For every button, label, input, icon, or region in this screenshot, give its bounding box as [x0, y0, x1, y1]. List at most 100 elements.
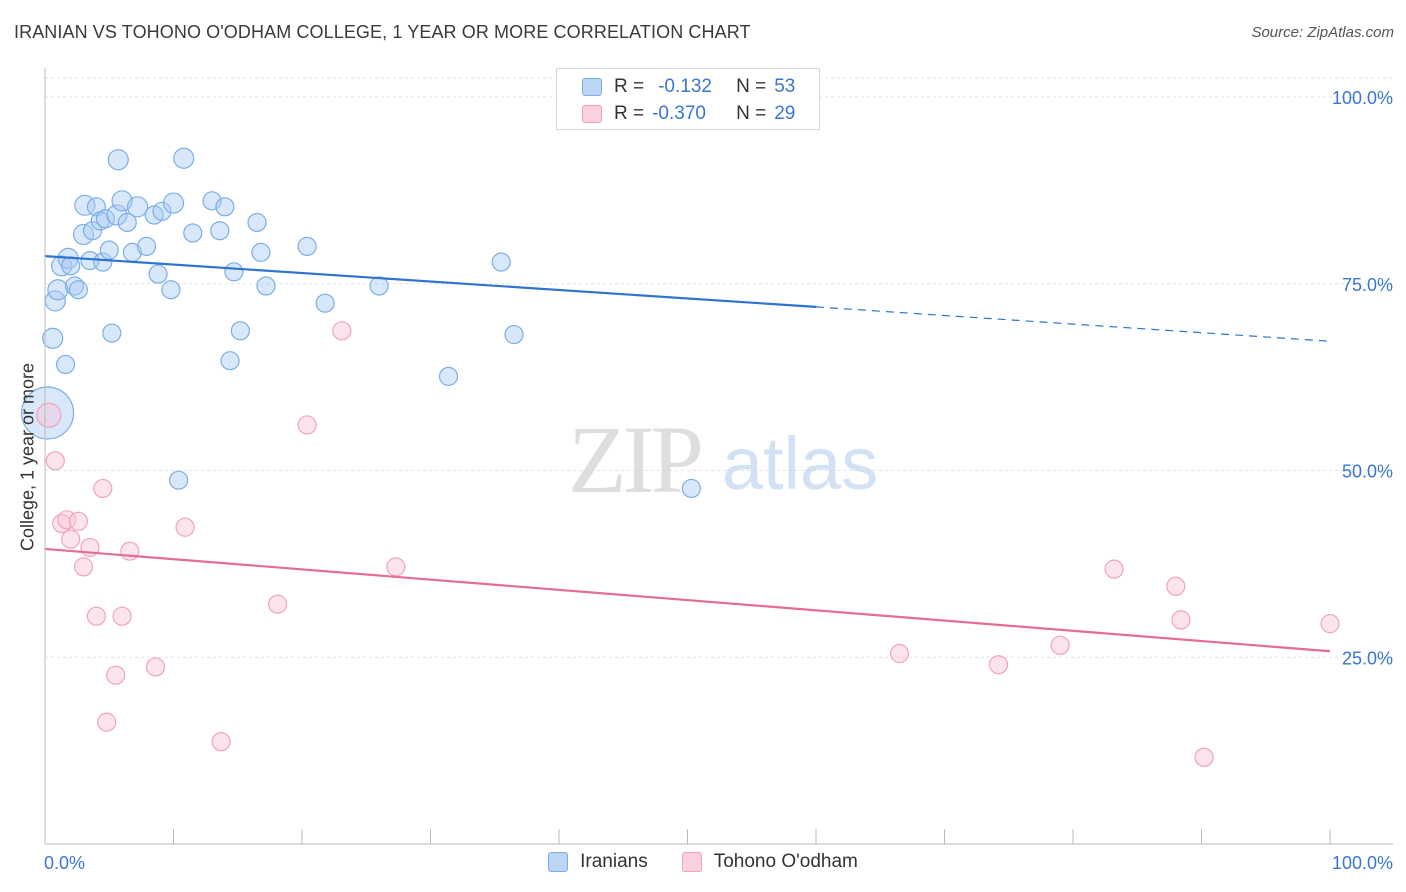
- point-iranians: [95, 209, 115, 229]
- legend-item-iranians[interactable]: Iranians: [548, 851, 648, 873]
- point-iranians: [210, 221, 230, 241]
- point-iranians: [247, 212, 267, 233]
- point-iranians: [438, 366, 459, 386]
- point-iranians: [20, 386, 75, 440]
- legend-swatch-tohono: [681, 852, 702, 872]
- point-iranians: [161, 280, 181, 300]
- watermark-atlas: atlas: [722, 422, 878, 505]
- point-iranians: [93, 252, 113, 272]
- point-iranians: [169, 470, 189, 490]
- point-iranians: [99, 240, 119, 260]
- point-iranians: [504, 324, 524, 345]
- source-label: Source: ZipAtlas.com: [1251, 24, 1394, 41]
- point-iranians: [42, 327, 64, 349]
- trendline-tohono: [44, 547, 1331, 653]
- stats-n-label: N =: [736, 75, 767, 97]
- y-tick-label: 100.0%: [1332, 88, 1393, 108]
- point-tohono: [61, 529, 81, 549]
- points-layer: [20, 87, 1340, 767]
- point-iranians: [183, 223, 203, 243]
- point-iranians: [107, 149, 129, 171]
- watermark: ZIP atlas: [568, 406, 878, 513]
- point-iranians: [55, 354, 76, 375]
- point-tohono: [297, 415, 317, 435]
- point-iranians: [315, 293, 335, 313]
- point-iranians: [126, 196, 149, 218]
- point-iranians: [224, 262, 244, 282]
- point-iranians: [162, 192, 185, 214]
- point-iranians: [68, 280, 89, 300]
- point-tohono: [332, 321, 352, 341]
- stats-r-label: R =: [614, 75, 645, 97]
- point-iranians: [106, 204, 128, 226]
- stats-box: R = -0.132 N = 53 R = -0.370 N = 29: [556, 68, 820, 130]
- point-tohono: [175, 517, 195, 537]
- trendline-iranians: [44, 255, 817, 309]
- point-tohono: [73, 557, 94, 577]
- stats-n-value: 29: [774, 102, 796, 124]
- point-iranians: [251, 242, 271, 262]
- point-iranians: [215, 197, 235, 217]
- point-tohono: [112, 606, 132, 626]
- point-tohono: [86, 606, 107, 626]
- trendline-iranians-projection: [815, 306, 1331, 342]
- stats-n-label: N =: [736, 102, 767, 124]
- point-iranians: [148, 264, 168, 284]
- x-tick-label-min: 0.0%: [44, 853, 85, 873]
- point-tohono: [988, 655, 1009, 675]
- point-iranians: [152, 201, 172, 221]
- y-tick-label: 75.0%: [1342, 275, 1393, 295]
- point-iranians: [82, 221, 103, 241]
- stats-r-label: R =: [614, 102, 645, 124]
- point-tohono: [1171, 610, 1191, 630]
- point-tohono: [1104, 559, 1124, 579]
- stats-r-value: -0.370: [652, 102, 706, 124]
- point-tohono: [267, 594, 288, 614]
- point-tohono: [1320, 614, 1340, 634]
- point-iranians: [61, 256, 81, 276]
- point-tohono: [1194, 747, 1214, 767]
- chart-title: IRANIAN VS TOHONO O'ODHAM COLLEGE, 1 YEA…: [14, 22, 751, 42]
- point-tohono: [45, 451, 65, 471]
- x-tick-label-max: 100.0%: [1332, 853, 1393, 873]
- point-tohono: [36, 402, 62, 428]
- point-iranians: [369, 276, 389, 296]
- stats-row-iranians: R = -0.132 N = 53: [557, 73, 795, 100]
- point-iranians: [681, 478, 701, 499]
- point-iranians: [72, 223, 95, 246]
- point-iranians: [220, 351, 240, 371]
- y-tick-label: 25.0%: [1342, 648, 1393, 668]
- legend-item-tohono[interactable]: Tohono O'odham: [681, 851, 858, 873]
- axis-layer: 25.0% 50.0% 75.0% 100.0% 0.0% 100.0%: [44, 68, 1393, 873]
- point-iranians: [136, 236, 157, 256]
- y-axis-title: College, 1 year or more: [17, 362, 38, 552]
- point-tohono: [68, 511, 89, 531]
- stats-swatch-tohono: [582, 104, 602, 123]
- stats-swatch-iranians: [582, 77, 602, 96]
- point-iranians: [256, 276, 276, 296]
- point-iranians: [297, 236, 317, 256]
- point-tohono: [52, 513, 72, 534]
- point-tohono: [889, 643, 910, 664]
- legend-swatch-iranians: [548, 852, 569, 872]
- point-tohono: [211, 732, 231, 752]
- legend-label-iranians: Iranians: [580, 851, 648, 872]
- point-iranians: [491, 252, 511, 272]
- point-tohono: [106, 665, 126, 685]
- point-tohono: [120, 541, 140, 561]
- legend: Iranians Tohono O'odham: [0, 851, 1406, 873]
- legend-label-tohono: Tohono O'odham: [713, 851, 858, 872]
- watermark-zip: ZIP: [568, 406, 701, 513]
- point-tohono: [93, 478, 113, 499]
- point-iranians: [64, 276, 85, 296]
- stats-row-tohono: R = -0.370 N = 29: [557, 100, 795, 127]
- point-tohono: [145, 657, 166, 677]
- stats-r-value: -0.132: [658, 75, 712, 97]
- point-tohono: [97, 712, 117, 732]
- point-iranians: [173, 147, 195, 169]
- point-tohono: [1050, 635, 1070, 655]
- stats-n-value: 53: [774, 75, 796, 97]
- point-tohono: [1166, 576, 1186, 596]
- grid-layer: [45, 77, 1393, 658]
